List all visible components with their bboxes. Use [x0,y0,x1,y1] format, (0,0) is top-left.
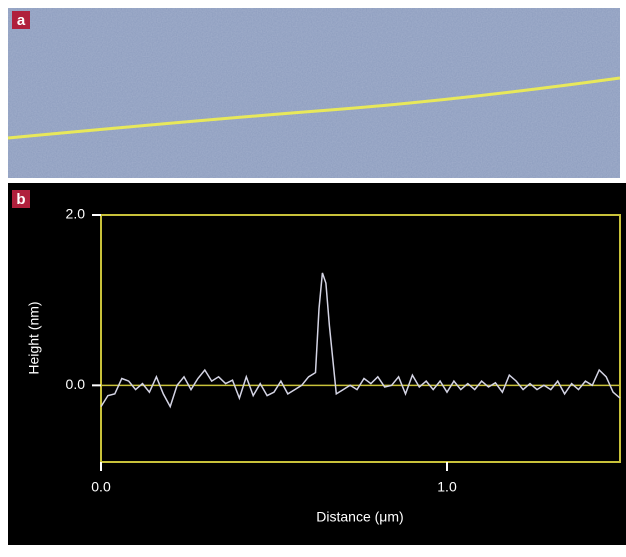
panel-label-box [12,190,30,208]
y-axis-label: Height (nm) [26,301,42,374]
x-tick-label: 1.0 [437,479,457,495]
afm-texture [8,8,620,178]
panel-label: a [17,12,26,29]
nanowire [7,76,621,140]
panel-label-box [12,11,30,29]
plot-frame [100,214,621,463]
profile-line [100,272,621,409]
panel-label: b [16,191,25,208]
x-tick-label: 0.0 [91,479,111,495]
x-axis-label: Distance (μm) [316,509,403,525]
y-tick-label: 0.0 [66,376,86,392]
y-tick-label: 2.0 [66,206,86,222]
plot-panel [8,183,626,545]
